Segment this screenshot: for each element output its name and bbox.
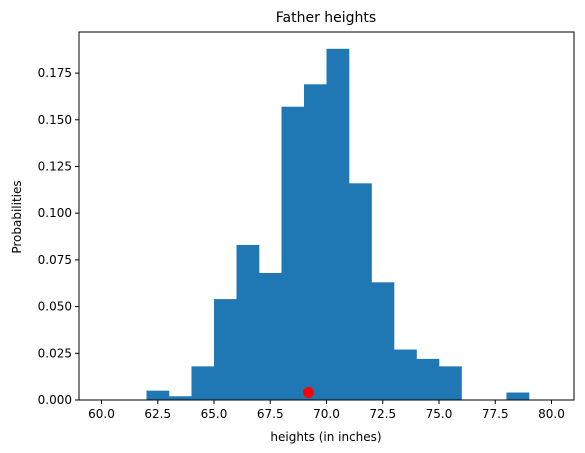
histogram-bar-15 <box>439 366 462 400</box>
histogram-bar-13 <box>394 349 417 400</box>
histogram-bar-3 <box>169 396 192 400</box>
marker-layer <box>303 387 314 399</box>
x-tick-label-6: 75.0 <box>426 407 453 421</box>
y-tick-label-2: 0.050 <box>38 300 72 314</box>
histogram-bar-18 <box>506 392 530 400</box>
y-tick-label-1: 0.025 <box>38 346 72 360</box>
y-tick-label-6: 0.150 <box>38 113 72 127</box>
x-tick-label-4: 70.0 <box>313 407 340 421</box>
histogram-bar-14 <box>416 358 440 400</box>
histogram-bar-2 <box>146 390 170 400</box>
x-tick-label-8: 80.0 <box>538 407 565 421</box>
histogram-bar-9 <box>304 84 327 401</box>
histogram-bar-10 <box>326 48 350 401</box>
x-axis: 60.0 62.5 65.0 67.5 70.0 72.5 75.0 77.5 80.0 <box>88 400 565 421</box>
x-tick-label-0: 60.0 <box>88 407 115 421</box>
histogram-bar-8 <box>281 106 305 400</box>
x-tick-label-7: 77.5 <box>482 407 509 421</box>
y-tick-label-4: 0.100 <box>38 206 72 220</box>
y-axis-title: Probabilities <box>10 180 24 253</box>
chart-title: Father heights <box>276 10 376 26</box>
histogram-bar-5 <box>214 299 237 400</box>
y-tick-label-0: 0.000 <box>38 393 72 407</box>
y-tick-label-3: 0.075 <box>38 253 72 267</box>
histogram-bar-4 <box>191 366 215 400</box>
x-tick-label-5: 72.5 <box>369 407 396 421</box>
y-tick-label-5: 0.125 <box>38 159 72 173</box>
mean-marker <box>303 387 314 399</box>
histogram-bar-12 <box>371 282 395 400</box>
histogram-bar-7 <box>259 272 282 400</box>
histogram-bar-6 <box>236 244 260 400</box>
x-axis-title: heights (in inches) <box>270 430 381 444</box>
plot-frame <box>78 31 575 401</box>
histogram-bar-11 <box>349 183 372 400</box>
y-axis: 0.000 0.025 0.050 0.075 0.100 0.125 0.150 0.175 <box>38 66 79 407</box>
histogram-bars <box>146 48 530 401</box>
x-tick-label-2: 65.0 <box>201 407 228 421</box>
x-tick-label-3: 67.5 <box>257 407 284 421</box>
y-tick-label-7: 0.175 <box>38 66 72 80</box>
x-tick-label-1: 62.5 <box>144 407 171 421</box>
